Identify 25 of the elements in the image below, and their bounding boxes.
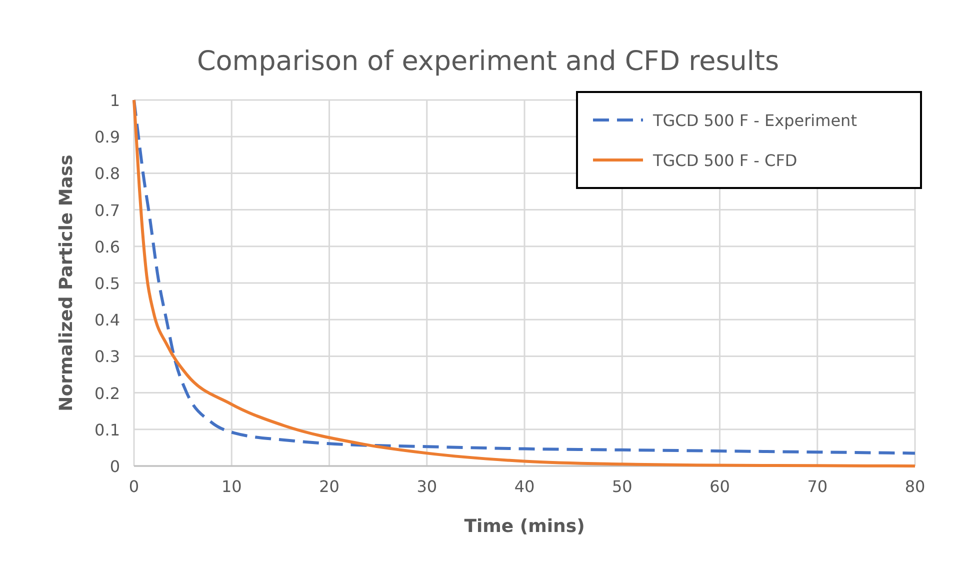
y-tick-label: 0.2	[94, 384, 120, 403]
x-tick-label: 20	[319, 477, 340, 496]
y-tick-label: 0.9	[94, 128, 120, 147]
legend-label: TGCD 500 F - CFD	[652, 151, 798, 170]
x-tick-label: 70	[807, 477, 828, 496]
y-tick-label: 0	[110, 457, 120, 476]
x-tick-label: 40	[514, 477, 535, 496]
y-tick-label: 1	[110, 91, 120, 110]
y-tick-label: 0.5	[94, 274, 120, 293]
x-tick-label: 30	[416, 477, 438, 496]
x-tick-label: 50	[612, 477, 632, 496]
y-tick-label: 0.7	[94, 200, 120, 220]
x-tick-label: 80	[904, 477, 926, 496]
y-tick-label: 0.3	[94, 347, 120, 366]
y-tick-label: 0.4	[94, 310, 120, 330]
chart-title: Comparison of experiment and CFD results	[196, 46, 780, 77]
y-tick-label: 0.6	[94, 237, 120, 256]
legend-label: TGCD 500 F - Experiment	[652, 111, 857, 130]
x-tick-label: 10	[221, 477, 242, 496]
x-axis-title: Time (mins)	[464, 516, 585, 537]
x-tick-label: 60	[710, 477, 730, 496]
y-tick-label: 0.8	[94, 164, 120, 184]
x-tick-label: 0	[128, 477, 140, 496]
y-tick-label: 0.1	[94, 420, 120, 440]
y-axis-title: Normalized Particle Mass	[56, 154, 77, 412]
